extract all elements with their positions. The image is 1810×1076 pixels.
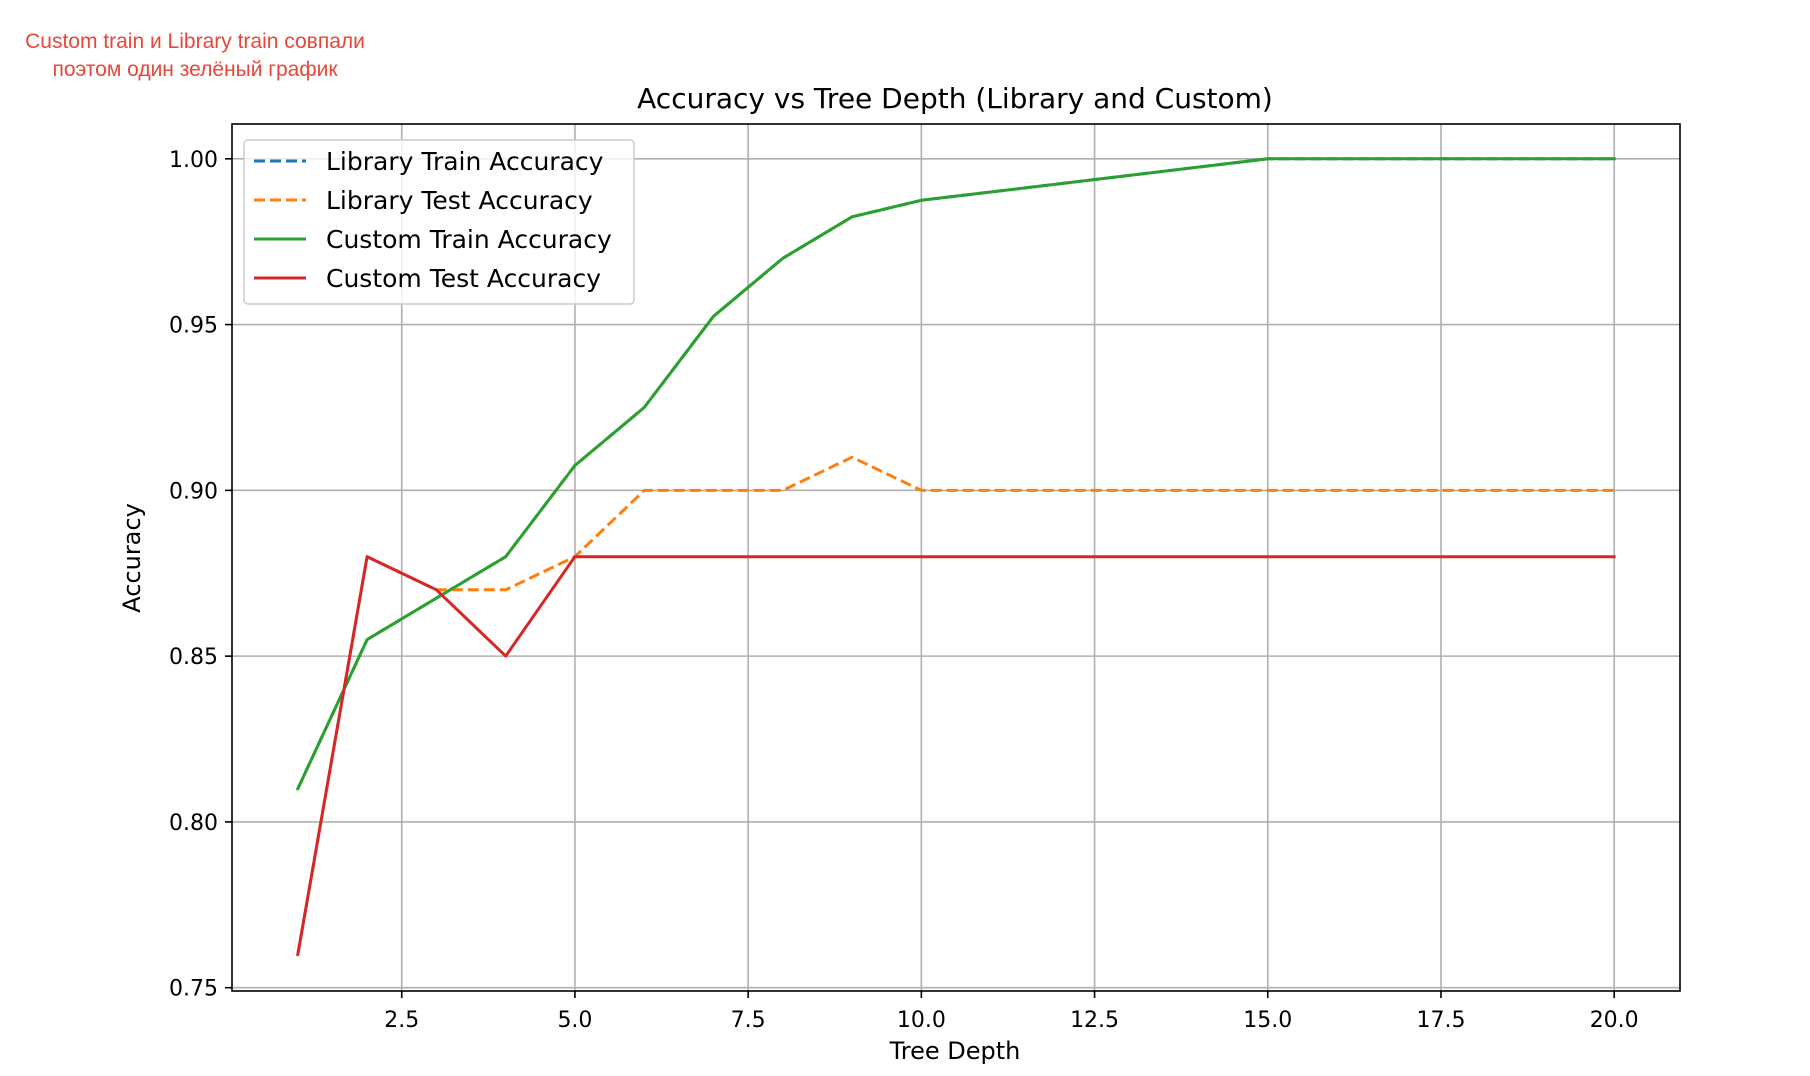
x-axis-label: Tree Depth [889, 1037, 1021, 1065]
x-tick-label: 7.5 [731, 1008, 766, 1033]
x-tick-label: 12.5 [1070, 1008, 1119, 1033]
y-axis-label: Accuracy [118, 503, 146, 613]
legend-label-3: Custom Train Accuracy [326, 225, 612, 254]
x-tick-label: 15.0 [1243, 1008, 1292, 1033]
x-tick-label: 17.5 [1416, 1008, 1465, 1033]
legend-label-1: Library Train Accuracy [326, 147, 604, 176]
series-lines [295, 157, 1616, 957]
annotation-line-2: поэтом один зелёный график [52, 58, 338, 81]
chart-title: Accuracy vs Tree Depth (Library and Cust… [637, 82, 1273, 115]
legend-box [243, 139, 635, 305]
series-line-3 [295, 157, 1616, 791]
annotation-note: Custom train и Library train совпали поэ… [0, 28, 390, 84]
plot-area-frame [231, 123, 1681, 992]
y-tick-label: 0.75 [169, 977, 218, 1002]
y-tick-label: 0.85 [169, 645, 218, 670]
annotation-line-1: Custom train и Library train совпали [25, 30, 365, 53]
y-tick-label: 0.90 [169, 479, 218, 504]
x-tick-label: 20.0 [1590, 1008, 1639, 1033]
series-line-2 [296, 455, 1615, 955]
series-line-4 [296, 555, 1616, 957]
y-tick-label: 0.80 [169, 811, 218, 836]
legend-label-2: Library Test Accuracy [326, 186, 593, 215]
legend: Library Train Accuracy Library Test Accur… [243, 139, 635, 305]
y-tick-label: 0.95 [169, 314, 218, 339]
x-tick-label: 5.0 [557, 1008, 592, 1033]
legend-label-4: Custom Test Accuracy [326, 264, 601, 293]
axis-ticks: 2.5 5.0 7.5 10.0 12.5 15.0 17.5 20.0 0.75 0.80 0.8… [169, 148, 1639, 1033]
x-tick-label: 10.0 [897, 1008, 946, 1033]
y-tick-label: 1.00 [169, 148, 218, 173]
x-tick-label: 2.5 [384, 1008, 419, 1033]
